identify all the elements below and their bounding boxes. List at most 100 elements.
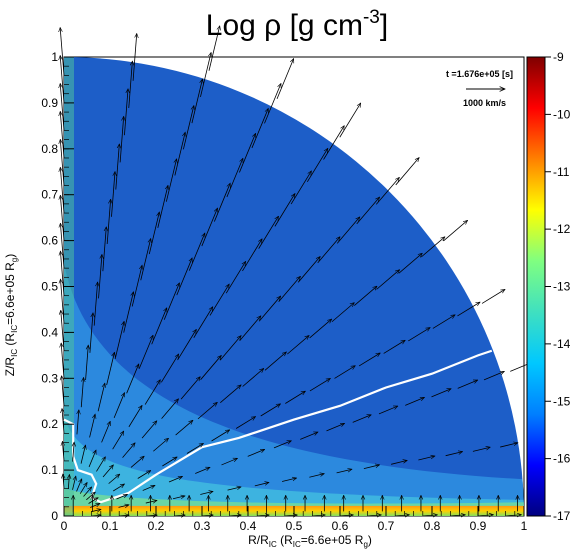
velocity-arrow: [80, 378, 83, 408]
velocity-arrow: [180, 377, 200, 400]
velocity-arrow: [165, 159, 176, 202]
velocity-arrow: [257, 515, 269, 516]
velocity-arrow: [398, 253, 422, 274]
colorbar-ticks: -9 -10 -11 -12 -13 -14 -15 -16 -17: [545, 50, 571, 523]
velocity-arrow: [112, 484, 124, 492]
velocity-arrow: [481, 289, 505, 304]
velocity-arrow: [126, 364, 139, 394]
velocity-arrow: [376, 270, 400, 290]
velocity-arrow: [395, 515, 409, 516]
velocity-arrow: [221, 458, 237, 466]
colorbar-tick-label: -16: [553, 452, 571, 466]
chart-title: Log ρ [g cm-3]: [206, 7, 388, 42]
velocity-arrow: [336, 469, 352, 474]
velocity-arrow: [177, 329, 197, 361]
velocity-arrow: [60, 28, 65, 76]
velocity-arrow: [96, 457, 105, 472]
velocity-arrow: [375, 177, 399, 205]
velocity-arrow: [60, 195, 65, 241]
x-tick-label: 0.1: [102, 519, 119, 533]
velocity-arrow: [148, 212, 159, 255]
velocity-arrow: [358, 353, 380, 367]
velocity-arrow: [89, 414, 96, 438]
velocity-arrow: [264, 352, 286, 371]
velocity-arrow: [80, 445, 85, 464]
velocity-arrow: [200, 491, 213, 495]
y-tick-label: 1: [51, 50, 58, 64]
x-tick-label: 0: [61, 519, 68, 533]
velocity-arrow: [97, 383, 105, 412]
velocity-arrow: [197, 402, 217, 420]
velocity-arrow: [60, 111, 65, 159]
colorbar-tick-label: -10: [553, 107, 571, 121]
velocity-arrow: [137, 471, 151, 479]
velocity-arrow: [119, 116, 124, 163]
velocity-arrow: [363, 465, 380, 469]
velocity-arrow: [258, 216, 279, 249]
velocity-arrow: [128, 61, 133, 109]
velocity-arrow: [91, 515, 102, 516]
velocity-arrow: [326, 423, 344, 432]
velocity-arrow: [477, 515, 493, 516]
velocity-arrow: [157, 185, 168, 228]
velocity-arrow: [260, 404, 281, 417]
velocity-arrow: [239, 133, 255, 173]
velocity-arrow: [264, 84, 280, 124]
velocity-arrow: [102, 227, 106, 272]
colorbar-tick-label: -9: [553, 50, 564, 64]
velocity-arrow: [111, 172, 114, 217]
y-tick-label: 0.4: [41, 325, 58, 339]
velocity-arrow: [331, 303, 354, 323]
velocity-arrow: [505, 515, 522, 516]
velocity-arrow: [457, 380, 478, 389]
velocity-arrow: [130, 456, 144, 468]
velocity-arrow: [276, 59, 294, 100]
velocity-arrow: [208, 26, 220, 71]
velocity-arrow: [85, 345, 89, 381]
velocity-arrow: [445, 452, 463, 457]
velocity-arrow: [183, 106, 193, 150]
y-tick-label: 0: [51, 509, 58, 523]
velocity-arrow: [128, 405, 142, 428]
velocity-arrow: [352, 415, 371, 423]
velocity-arrow: [90, 503, 100, 508]
velocity-arrow: [77, 410, 79, 435]
velocity-scale-label: 1000 km/s: [463, 98, 506, 108]
velocity-arrow: [61, 343, 65, 379]
velocity-arrow: [174, 132, 185, 176]
velocity-arrow: [60, 223, 65, 269]
velocity-arrow: [191, 79, 203, 124]
velocity-arrow: [309, 319, 332, 339]
velocity-arrow: [285, 391, 305, 404]
velocity-arrow: [200, 52, 211, 98]
velocity-arrow: [145, 500, 157, 503]
velocity-arrow: [153, 438, 168, 452]
velocity-arrow: [290, 171, 311, 205]
velocity-arrow: [247, 449, 265, 457]
velocity-arrow: [225, 261, 245, 294]
velocity-arrow: [116, 494, 127, 500]
time-annotation: t =1.676e+05 [s]: [446, 69, 513, 79]
velocity-arrow: [163, 283, 179, 320]
x-tick-label: 0.9: [470, 519, 487, 533]
velocity-arrow: [151, 308, 167, 345]
velocity-arrow: [72, 476, 76, 490]
velocity-arrow: [188, 233, 205, 271]
velocity-arrow: [60, 279, 65, 324]
velocity-arrow: [76, 479, 82, 492]
velocity-arrow: [193, 307, 213, 338]
x-tick-label: 1: [521, 519, 528, 533]
velocity-arrow: [229, 515, 242, 516]
velocity-arrow: [138, 335, 153, 369]
velocity-arrow: [112, 431, 124, 450]
velocity-arrow: [356, 197, 380, 225]
velocity-arrow: [118, 505, 129, 508]
colorbar-tick-label: -11: [553, 165, 570, 179]
y-tick-label: 0.5: [41, 280, 58, 294]
velocity-arrow: [141, 421, 157, 439]
colorbar-tick-label: -14: [553, 337, 571, 351]
velocity-arrow: [88, 498, 99, 504]
velocity-arrow: [88, 450, 96, 468]
velocity-arrow: [307, 148, 328, 183]
